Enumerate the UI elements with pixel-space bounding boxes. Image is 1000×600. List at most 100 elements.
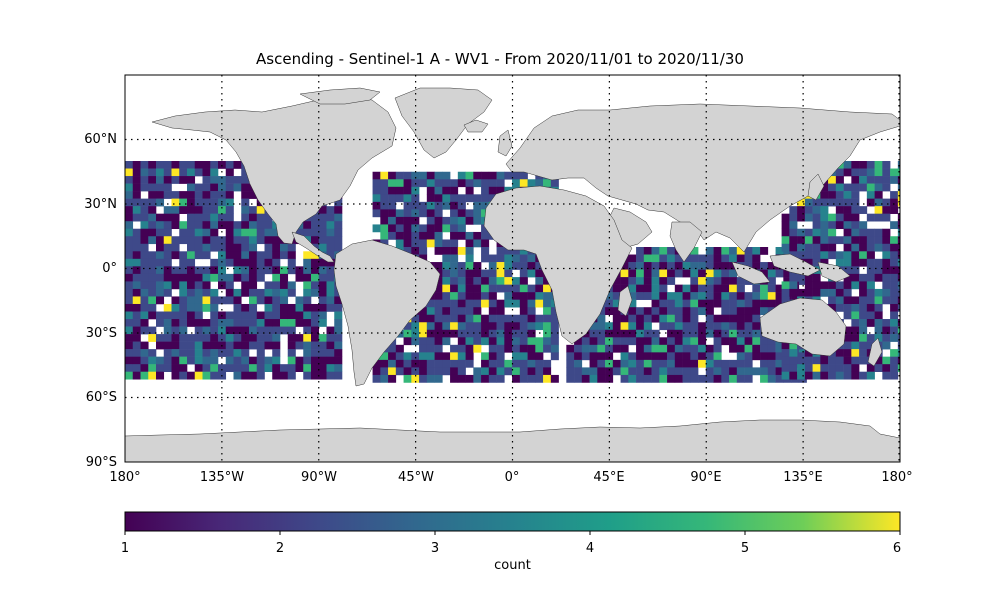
swath-cell	[264, 236, 273, 245]
swath-cell	[372, 171, 381, 180]
swath-cell	[473, 231, 482, 240]
swath-cell	[434, 186, 443, 195]
swath-cell	[659, 337, 668, 346]
swath-cell	[828, 288, 837, 297]
swath-cell	[674, 292, 683, 300]
swath-cell	[249, 221, 258, 230]
swath-cell	[241, 311, 250, 320]
swath-cell	[760, 344, 769, 353]
swath-cell	[481, 299, 490, 308]
swath-cell	[272, 251, 281, 260]
swath-cell	[589, 322, 598, 331]
swath-cell	[450, 247, 459, 255]
swath-cell	[512, 329, 521, 338]
swath-cell	[187, 168, 196, 177]
swath-cell	[866, 319, 875, 327]
swath-cell	[442, 269, 451, 278]
swath-cell	[403, 216, 412, 225]
swath-cell	[866, 213, 875, 222]
swath-cell	[272, 281, 281, 290]
swath-cell	[628, 337, 637, 346]
swath-cell	[527, 262, 536, 270]
swath-cell	[890, 176, 899, 184]
swath-cell	[450, 239, 459, 248]
swath-cell	[318, 236, 327, 245]
swath-cell	[890, 334, 899, 342]
swath-cell	[874, 243, 883, 252]
swath-cell	[897, 296, 900, 305]
swath-cell	[605, 374, 614, 383]
swath-cell	[496, 322, 505, 331]
swath-cell	[481, 374, 490, 383]
swath-cell	[527, 307, 536, 316]
swath-cell	[651, 352, 660, 361]
swath-cell	[496, 254, 505, 263]
swath-cell	[156, 273, 165, 282]
swath-cell	[148, 296, 157, 305]
swath-cell	[804, 228, 813, 237]
swath-cell	[465, 374, 474, 383]
swath-cell	[744, 374, 753, 383]
swath-cell	[882, 319, 891, 327]
swath-cell	[612, 307, 621, 316]
swath-cell	[843, 228, 852, 237]
swath-cell	[804, 349, 813, 357]
swath-cell	[713, 299, 722, 308]
swath-cell	[264, 266, 273, 275]
swath-cell	[481, 277, 490, 285]
swath-cell	[729, 262, 738, 270]
swath-cell	[874, 258, 883, 267]
swath-cell	[225, 319, 234, 327]
swath-cell	[280, 243, 289, 252]
swath-cell	[767, 352, 776, 361]
swath-cell	[372, 201, 381, 210]
swath-cell	[828, 183, 837, 192]
swath-cell	[256, 364, 265, 372]
swath-cell	[690, 359, 699, 368]
colorbar-tick-label: 3	[431, 541, 439, 556]
swath-cell	[504, 337, 513, 346]
swath-cell	[249, 213, 258, 222]
swath-cell	[311, 251, 320, 260]
swath-cell	[574, 337, 583, 346]
swath-cell	[760, 269, 769, 278]
swath-cell	[820, 288, 829, 297]
swath-cell	[636, 374, 645, 383]
swath-cell	[163, 258, 172, 267]
swath-cell	[241, 334, 250, 342]
swath-cell	[225, 228, 234, 237]
swath-cell	[643, 284, 652, 293]
swath-cell	[512, 359, 521, 368]
swath-cell	[636, 247, 645, 255]
swath-cell	[897, 326, 900, 335]
swath-cell	[504, 284, 513, 293]
swath-cell	[140, 176, 149, 184]
swath-cell	[659, 322, 668, 331]
swath-cell	[882, 206, 891, 214]
swath-cell	[171, 191, 180, 199]
swath-cell	[140, 326, 149, 335]
swath-cell	[851, 221, 860, 230]
swath-cell	[202, 303, 211, 312]
swath-cell	[295, 341, 304, 350]
swath-cell	[426, 359, 435, 368]
swath-cell	[535, 284, 544, 293]
swath-cell	[897, 288, 900, 297]
swath-cell	[194, 296, 203, 305]
swath-cell	[132, 161, 141, 169]
swath-cell	[504, 314, 513, 323]
swath-cell	[442, 367, 451, 376]
swath-cell	[890, 191, 899, 199]
swath-cell	[140, 349, 149, 357]
swath-cell	[797, 228, 806, 237]
swath-cell	[318, 213, 327, 222]
swath-cell	[574, 374, 583, 383]
swath-cell	[187, 236, 196, 245]
swath-cell	[249, 334, 258, 342]
swath-cell	[667, 254, 676, 263]
swath-cell	[256, 221, 265, 230]
swath-cell	[851, 206, 860, 214]
swath-cell	[442, 307, 451, 316]
swath-cell	[620, 374, 629, 383]
